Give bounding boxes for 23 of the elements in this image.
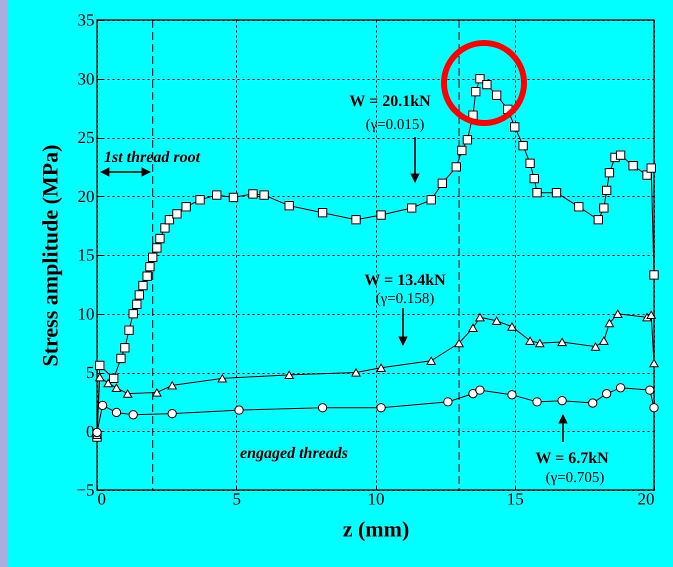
y-tick-label: 25 [78,128,94,147]
y-tick-label: 35 [78,10,94,30]
annotation: (γ=0.015) [366,117,424,133]
y-tick-label: 20 [78,186,94,206]
x-tick-label: 5 [232,490,241,508]
annotation: (γ=0.158) [376,291,434,307]
y-tick-label: 5 [86,363,94,382]
y-tick-label: 15 [78,246,94,264]
y-axis-title: Stress amplitude (MPa) [37,144,62,367]
x-tick-label: 0 [98,490,106,508]
x-axis-title: z (mm) [342,516,410,542]
x-tick-label: 15 [506,490,524,508]
text: W = 13.4kN [364,272,446,289]
annotation: engaged threads [240,445,348,462]
y-tick-label: 30 [78,69,94,88]
annotation: (γ=0.705) [546,470,604,486]
annotation: 1st thread root [104,149,201,166]
text: W = 20.1kN [349,93,432,110]
legend-label: W = 6.7kN [535,450,610,467]
x-tick-label: 20 [638,490,654,508]
y-tick-label: 10 [78,304,94,324]
x-tick-label: 10 [368,490,384,508]
y-tick-label: −5 [76,480,94,500]
